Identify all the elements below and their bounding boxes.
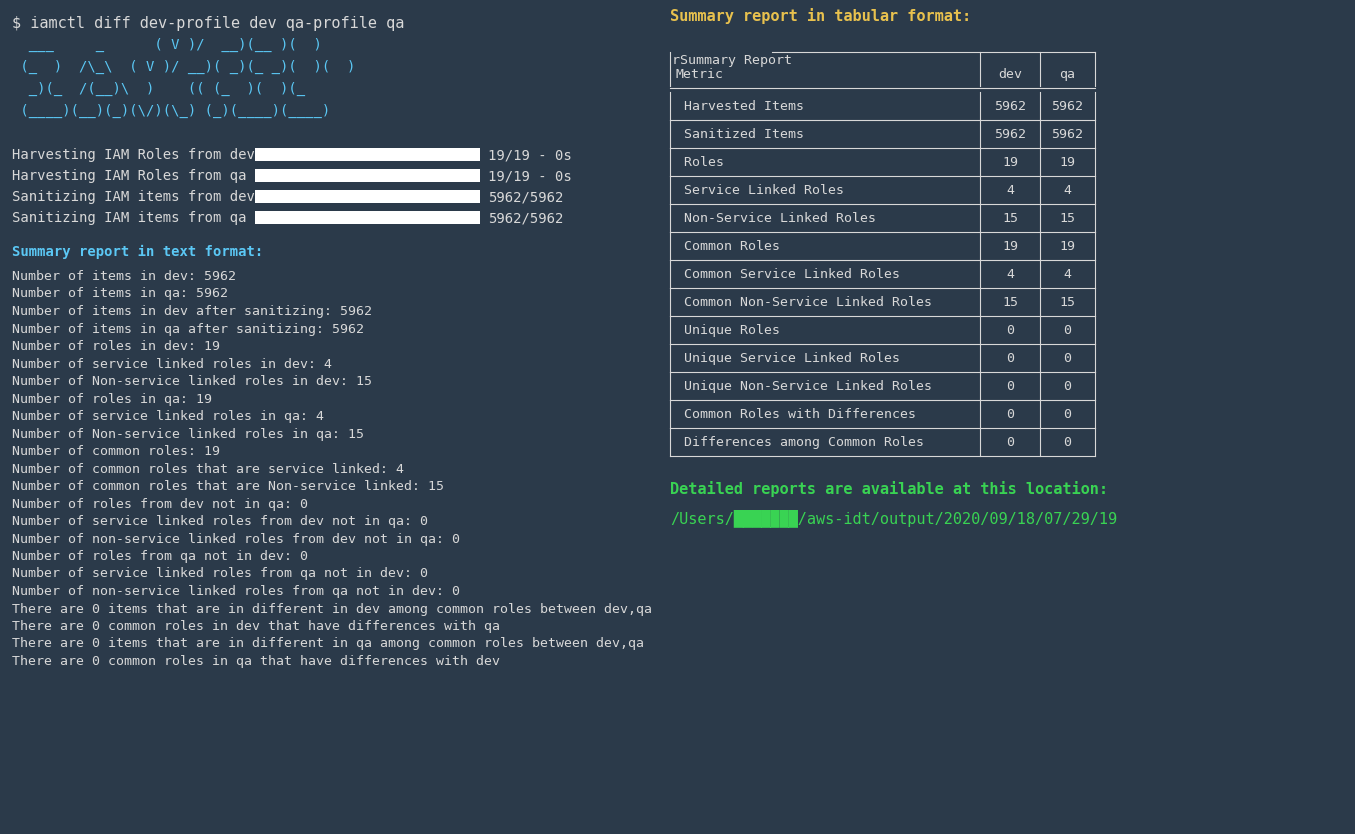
Text: 0: 0 — [1064, 351, 1070, 364]
Text: Harvesting IAM Roles from dev: Harvesting IAM Roles from dev — [12, 148, 255, 162]
Text: 15: 15 — [1060, 295, 1075, 309]
Text: Number of items in dev: 5962: Number of items in dev: 5962 — [12, 270, 236, 283]
Text: Number of common roles that are Non-service linked: 15: Number of common roles that are Non-serv… — [12, 480, 444, 493]
Text: 5962/5962: 5962/5962 — [488, 190, 564, 204]
Text: Harvested Items: Harvested Items — [676, 99, 804, 113]
Text: rSummary Report: rSummary Report — [672, 54, 793, 67]
Text: (_  )  /\_\  ( V )/ __)( _)(_ _)(  )(  ): (_ ) /\_\ ( V )/ __)( _)(_ _)( )( ) — [12, 60, 355, 74]
Text: Detailed reports are available at this location:: Detailed reports are available at this l… — [669, 481, 1108, 497]
Text: Number of service linked roles from qa not in dev: 0: Number of service linked roles from qa n… — [12, 567, 428, 580]
Text: Summary report in text format:: Summary report in text format: — [12, 245, 263, 259]
Text: Summary report in tabular format:: Summary report in tabular format: — [669, 8, 972, 24]
Text: Common Roles with Differences: Common Roles with Differences — [676, 408, 916, 420]
Text: Number of roles in dev: 19: Number of roles in dev: 19 — [12, 340, 220, 353]
Text: 19/19 - 0s: 19/19 - 0s — [488, 148, 572, 162]
Text: Non-Service Linked Roles: Non-Service Linked Roles — [676, 212, 875, 224]
Text: Number of non-service linked roles from dev not in qa: 0: Number of non-service linked roles from … — [12, 532, 459, 545]
Text: 19/19 - 0s: 19/19 - 0s — [488, 169, 572, 183]
Text: Number of common roles: 19: Number of common roles: 19 — [12, 445, 220, 458]
Text: 0: 0 — [1005, 324, 1014, 336]
Text: Number of service linked roles in qa: 4: Number of service linked roles in qa: 4 — [12, 410, 324, 423]
Text: Number of roles from qa not in dev: 0: Number of roles from qa not in dev: 0 — [12, 550, 308, 563]
Text: 0: 0 — [1005, 435, 1014, 449]
Text: /Users/███████/aws-idt/output/2020/09/18/07/29/19: /Users/███████/aws-idt/output/2020/09/18… — [669, 509, 1117, 527]
Text: Service Linked Roles: Service Linked Roles — [676, 183, 844, 197]
Text: 19: 19 — [1001, 155, 1018, 168]
Text: Number of items in dev after sanitizing: 5962: Number of items in dev after sanitizing:… — [12, 305, 373, 318]
Bar — [255, 169, 480, 182]
Text: Roles: Roles — [676, 155, 724, 168]
Text: Number of items in qa after sanitizing: 5962: Number of items in qa after sanitizing: … — [12, 323, 364, 335]
Text: Unique Non-Service Linked Roles: Unique Non-Service Linked Roles — [676, 379, 932, 393]
Text: Sanitizing IAM items from dev: Sanitizing IAM items from dev — [12, 190, 255, 204]
Bar — [255, 148, 480, 161]
Text: 5962: 5962 — [995, 99, 1026, 113]
Text: Common Service Linked Roles: Common Service Linked Roles — [676, 268, 900, 280]
Text: 5962/5962: 5962/5962 — [488, 211, 564, 225]
Text: Number of roles in qa: 19: Number of roles in qa: 19 — [12, 393, 211, 405]
Text: $ iamctl diff dev-profile dev qa-profile qa: $ iamctl diff dev-profile dev qa-profile… — [12, 16, 404, 31]
Text: 19: 19 — [1060, 239, 1075, 253]
Text: 0: 0 — [1064, 435, 1070, 449]
Text: 4: 4 — [1064, 268, 1070, 280]
Text: Common Roles: Common Roles — [676, 239, 780, 253]
Text: 4: 4 — [1005, 268, 1014, 280]
Text: ___     _      ( V )/  __)(__ )(  ): ___ _ ( V )/ __)(__ )( ) — [12, 38, 322, 53]
Text: 0: 0 — [1005, 408, 1014, 420]
Text: Sanitized Items: Sanitized Items — [676, 128, 804, 140]
Text: 0: 0 — [1064, 408, 1070, 420]
Text: _)(_  /(__)\  )    (( (_  )(  )(_: _)(_ /(__)\ ) (( (_ )( )(_ — [12, 82, 305, 96]
Text: Harvesting IAM Roles from qa: Harvesting IAM Roles from qa — [12, 169, 255, 183]
Text: 5962: 5962 — [1051, 99, 1083, 113]
Text: 0: 0 — [1005, 379, 1014, 393]
Text: Unique Service Linked Roles: Unique Service Linked Roles — [676, 351, 900, 364]
Bar — [255, 190, 480, 203]
Text: Number of items in qa: 5962: Number of items in qa: 5962 — [12, 288, 228, 300]
Text: Common Non-Service Linked Roles: Common Non-Service Linked Roles — [676, 295, 932, 309]
Text: Number of common roles that are service linked: 4: Number of common roles that are service … — [12, 463, 404, 475]
Text: 0: 0 — [1064, 324, 1070, 336]
Text: There are 0 common roles in dev that have differences with qa: There are 0 common roles in dev that hav… — [12, 620, 500, 633]
Text: There are 0 items that are in different in dev among common roles between dev,qa: There are 0 items that are in different … — [12, 602, 652, 615]
Text: 15: 15 — [1001, 295, 1018, 309]
Text: 15: 15 — [1001, 212, 1018, 224]
Text: Number of Non-service linked roles in qa: 15: Number of Non-service linked roles in qa… — [12, 428, 364, 440]
Text: 19: 19 — [1060, 155, 1075, 168]
Text: Number of service linked roles in dev: 4: Number of service linked roles in dev: 4 — [12, 358, 332, 370]
Text: dev: dev — [999, 68, 1022, 81]
Text: (____)(__)(_)(\/)(\_) (_)(____)(____): (____)(__)(_)(\/)(\_) (_)(____)(____) — [12, 104, 331, 118]
Text: 5962: 5962 — [995, 128, 1026, 140]
Text: 5962: 5962 — [1051, 128, 1083, 140]
Text: Unique Roles: Unique Roles — [676, 324, 780, 336]
Text: There are 0 items that are in different in qa among common roles between dev,qa: There are 0 items that are in different … — [12, 637, 644, 651]
Text: Sanitizing IAM items from qa: Sanitizing IAM items from qa — [12, 211, 255, 225]
Bar — [255, 211, 480, 224]
Text: qa: qa — [1060, 68, 1075, 81]
Text: 15: 15 — [1060, 212, 1075, 224]
Text: Number of Non-service linked roles in dev: 15: Number of Non-service linked roles in de… — [12, 375, 373, 388]
Text: 0: 0 — [1005, 351, 1014, 364]
Text: Metric: Metric — [676, 68, 724, 81]
Text: 19: 19 — [1001, 239, 1018, 253]
Text: 4: 4 — [1005, 183, 1014, 197]
Text: 0: 0 — [1064, 379, 1070, 393]
Text: Number of service linked roles from dev not in qa: 0: Number of service linked roles from dev … — [12, 515, 428, 528]
Text: Differences among Common Roles: Differences among Common Roles — [676, 435, 924, 449]
Text: Number of non-service linked roles from qa not in dev: 0: Number of non-service linked roles from … — [12, 585, 459, 598]
Text: There are 0 common roles in qa that have differences with dev: There are 0 common roles in qa that have… — [12, 655, 500, 668]
Text: 4: 4 — [1064, 183, 1070, 197]
Text: Number of roles from dev not in qa: 0: Number of roles from dev not in qa: 0 — [12, 498, 308, 510]
